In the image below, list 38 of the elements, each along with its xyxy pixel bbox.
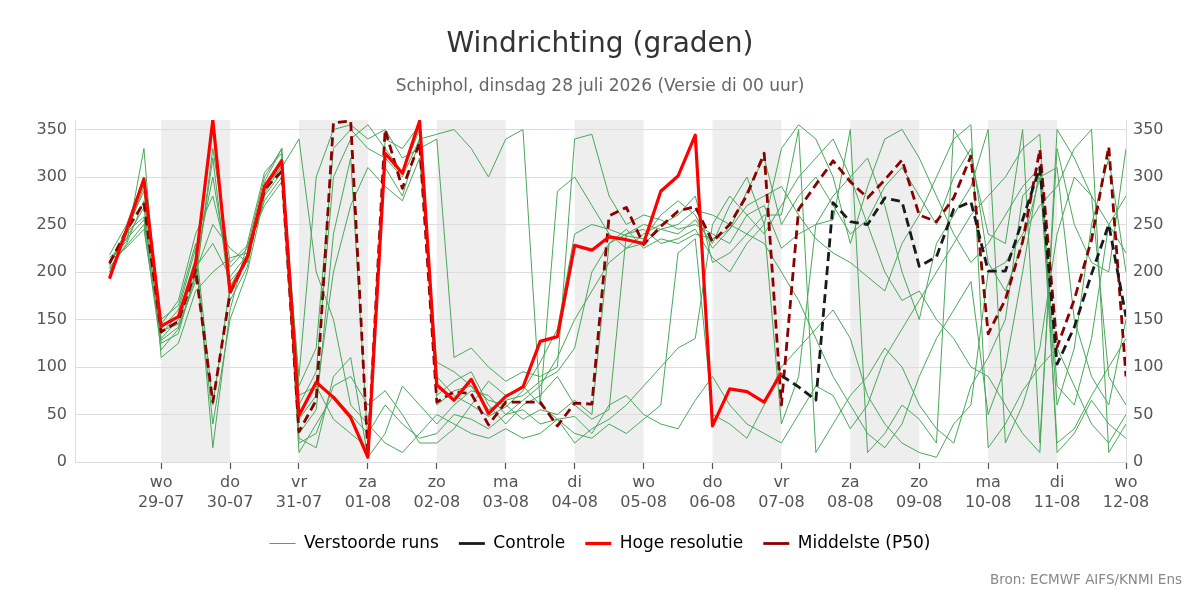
- x-tick-label: di 04-08: [551, 471, 598, 512]
- x-tick-label: wo 29-07: [137, 471, 185, 512]
- y-tick-label: 50: [46, 403, 67, 423]
- legend-label: Hoge resolutie: [619, 531, 744, 552]
- y-tick-label: 350: [36, 118, 67, 138]
- y2-tick-label: 250: [1133, 213, 1164, 233]
- x-tick-label: di 11-08: [1033, 471, 1081, 512]
- y-tick-label: 200: [36, 261, 67, 281]
- legend-label: Controle: [493, 531, 566, 552]
- y2-tick-label: 200: [1133, 261, 1164, 281]
- text: Bron: ECMWF AIFS/KNMI Ens: [989, 570, 1182, 587]
- y2-tick-label: 50: [1133, 403, 1154, 423]
- chart-title: Windrichting (graden): [446, 26, 754, 60]
- y-tick-label: 0: [56, 451, 67, 471]
- y2-tick-label: 150: [1133, 308, 1164, 328]
- y-tick-label: 250: [36, 213, 67, 233]
- x-tick-label: za 01-08: [344, 471, 392, 512]
- y-tick-label: 150: [36, 308, 67, 328]
- legend-label: Verstoorde runs: [304, 531, 439, 552]
- x-tick-label: vr 07-08: [758, 471, 805, 512]
- x-tick-label: ma 10-08: [964, 471, 1012, 512]
- y2-tick-label: 0: [1133, 451, 1144, 471]
- y2-tick-label: 350: [1133, 118, 1164, 138]
- x-tick-label: za 08-08: [827, 471, 874, 512]
- y-tick-label: 300: [36, 166, 67, 186]
- y2-tick-label: 300: [1133, 166, 1164, 186]
- x-tick-label: ma 03-08: [482, 471, 529, 512]
- x-tick-label: do 30-07: [206, 471, 254, 512]
- x-tick-label: vr 31-07: [275, 471, 323, 512]
- x-tick-label: zo 09-08: [896, 471, 943, 512]
- x-tick-label: do 06-08: [689, 471, 736, 512]
- x-tick-label: wo 12-08: [1102, 471, 1150, 512]
- x-tick-label: zo 02-08: [413, 471, 461, 512]
- chart-subtitle: Schiphol, dinsdag 28 juli 2026 (Versie di 00 uur): [395, 75, 805, 96]
- y2-tick-label: 100: [1133, 356, 1164, 376]
- y-tick-label: 100: [36, 356, 67, 376]
- x-tick-label: wo 05-08: [620, 471, 667, 512]
- legend-label: Middelste (P50): [797, 531, 931, 552]
